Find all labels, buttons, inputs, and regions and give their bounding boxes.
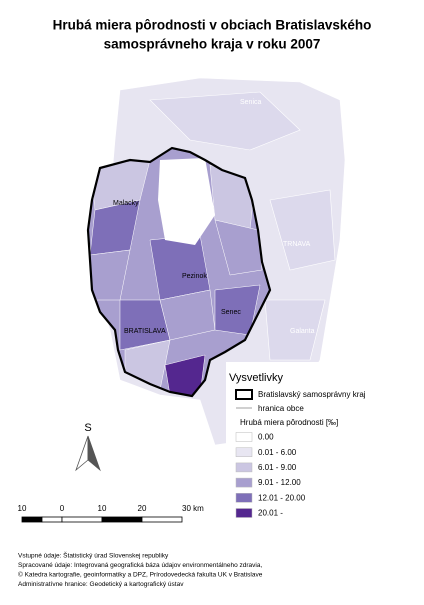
background-region xyxy=(149,91,336,361)
scale-segment xyxy=(141,516,183,523)
town-label: BRATISLAVA xyxy=(124,328,166,335)
legend-label: hranica obce xyxy=(258,404,304,413)
scale-bar: 10 0 10 20 30 km xyxy=(18,504,204,523)
source-line: Vstupné údaje: Štatistický úrad Slovensk… xyxy=(18,551,169,560)
legend-subtitle: Hrubá miera pôrodnosti [‰] xyxy=(240,418,338,427)
scale-label: 0 xyxy=(60,504,65,513)
legend-swatch xyxy=(235,462,253,473)
town-label: Pezinok xyxy=(182,273,207,280)
scale-segment xyxy=(41,516,63,523)
legend-label: 20.01 - xyxy=(258,509,283,518)
north-arrow xyxy=(75,435,89,472)
legend-label: 9.01 - 12.00 xyxy=(258,478,301,487)
scale-label: 10 xyxy=(98,504,107,513)
scale-label: 10 xyxy=(18,504,27,513)
legend-swatch xyxy=(235,447,253,457)
north-arrow xyxy=(87,435,101,472)
town-label: Senica xyxy=(240,99,262,106)
region-municipalities xyxy=(88,148,270,396)
legend-label: 0.01 - 6.00 xyxy=(258,448,297,457)
source-line: Spracované údaje: Integrovaná geografick… xyxy=(18,562,262,569)
legend-box xyxy=(226,362,406,528)
legend-label: Bratislavský samosprávny kraj xyxy=(258,390,366,399)
scale-segment xyxy=(21,516,43,523)
legend-classes: 0.00 0.01 - 6.00 6.01 - 9.00 9.01 - 12.00 12… xyxy=(235,432,306,518)
region-border xyxy=(86,146,272,398)
legend-swatch xyxy=(235,508,253,518)
north-label: S xyxy=(84,422,91,434)
sources: Vstupné údaje: Štatistický úrad Slovensk… xyxy=(18,551,263,589)
scale-label: 20 xyxy=(138,504,147,513)
source-line: © Katedra kartografie, geoinformatiky a … xyxy=(18,571,263,579)
town-label: TRNAVA xyxy=(283,241,311,248)
town-label: Senec xyxy=(221,309,241,316)
title: samosprávneho kraja v roku 2007 xyxy=(104,37,321,52)
legend-label: 0.00 xyxy=(258,433,274,442)
legend-label: 6.01 - 9.00 xyxy=(258,463,297,472)
source-line: Administratívne hranice: Geodetický a ka… xyxy=(18,581,184,588)
town-label: Malacky xyxy=(113,200,139,207)
scale-segment xyxy=(61,516,103,523)
scale-label: 30 km xyxy=(182,504,204,513)
scale-segment xyxy=(101,516,143,523)
town-label: Galanta xyxy=(290,328,315,335)
legend-title: Vysvetlivky xyxy=(229,372,283,384)
legend-swatch xyxy=(235,432,253,442)
legend-swatch xyxy=(235,493,253,503)
legend-symbol xyxy=(235,389,253,400)
legend-label: 12.01 - 20.00 xyxy=(258,493,306,502)
title: Hrubá miera pôrodnosti v obciach Bratisl… xyxy=(53,18,372,33)
legend-swatch xyxy=(235,477,253,488)
